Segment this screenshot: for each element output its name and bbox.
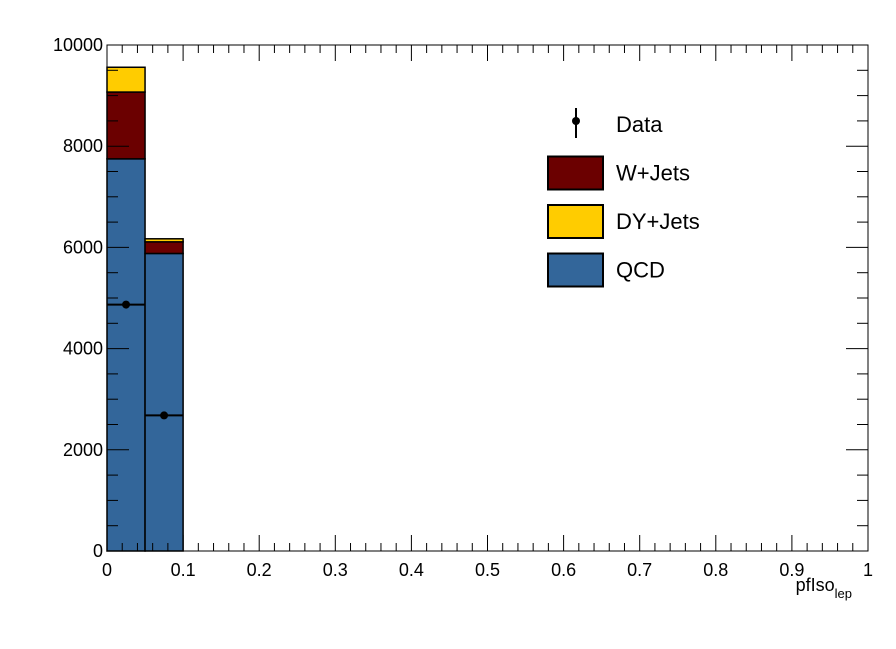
y-tick-label: 6000 (63, 237, 103, 257)
bar-qcd-bin-1 (144, 252, 184, 552)
x-tick-label: 0.9 (779, 560, 804, 580)
bar-dy-jets-top--bin-0 (106, 66, 146, 93)
stacked-bars (106, 66, 184, 552)
x-tick-label: 0.4 (399, 560, 424, 580)
x-tick-label: 0 (102, 560, 112, 580)
y-tick-label: 10000 (53, 35, 103, 55)
legend-label-qcd: QCD (616, 258, 665, 283)
legend-swatch-w-jets (547, 155, 604, 191)
legend-label-w-jets: W+Jets (616, 161, 690, 186)
bar-w-jets-bin-0 (106, 91, 146, 160)
x-axis-tick-labels: 0 0.1 0.2 0.3 0.4 0.5 0.6 0.7 0.8 0.9 1 (102, 560, 873, 580)
x-tick-label: 0.1 (171, 560, 196, 580)
y-axis-ticks (107, 44, 868, 552)
y-axis-tick-labels: 0 2000 4000 6000 8000 10000 (53, 35, 103, 561)
y-tick-label: 0 (93, 541, 103, 561)
data-point-1 (160, 411, 169, 420)
x-tick-label: 0.6 (551, 560, 576, 580)
legend-marker-data (572, 117, 580, 125)
x-axis-title: pfIsolep (796, 575, 852, 601)
legend-swatch-qcd (547, 252, 604, 288)
plot-frame (106, 44, 869, 552)
x-axis-ticks (106, 45, 869, 551)
x-tick-label: 0.3 (323, 560, 348, 580)
x-tick-label: 0.7 (627, 560, 652, 580)
x-tick-label: 0.5 (475, 560, 500, 580)
x-tick-label: 0.8 (703, 560, 728, 580)
bar-w-jets-bin-1 (144, 241, 184, 255)
legend-swatch-dy-jets (547, 204, 604, 239)
x-axis-title-main: pfIso (796, 575, 835, 595)
data-point-0 (122, 300, 131, 309)
legend-label-data: Data (616, 112, 663, 137)
y-tick-label: 4000 (63, 339, 103, 359)
x-tick-label: 0.2 (247, 560, 272, 580)
bar-qcd-bin-0 (106, 158, 146, 552)
legend: Data W+Jets DY+Jets QCD (547, 108, 700, 288)
y-tick-label: 2000 (63, 440, 103, 460)
data-points (107, 300, 184, 420)
x-axis-title-subscript: lep (835, 586, 852, 601)
y-tick-label: 8000 (63, 136, 103, 156)
x-tick-label: 1 (863, 560, 873, 580)
bar-dy-jets-top--bin-1 (144, 238, 184, 243)
legend-label-dy-jets: DY+Jets (616, 209, 700, 234)
